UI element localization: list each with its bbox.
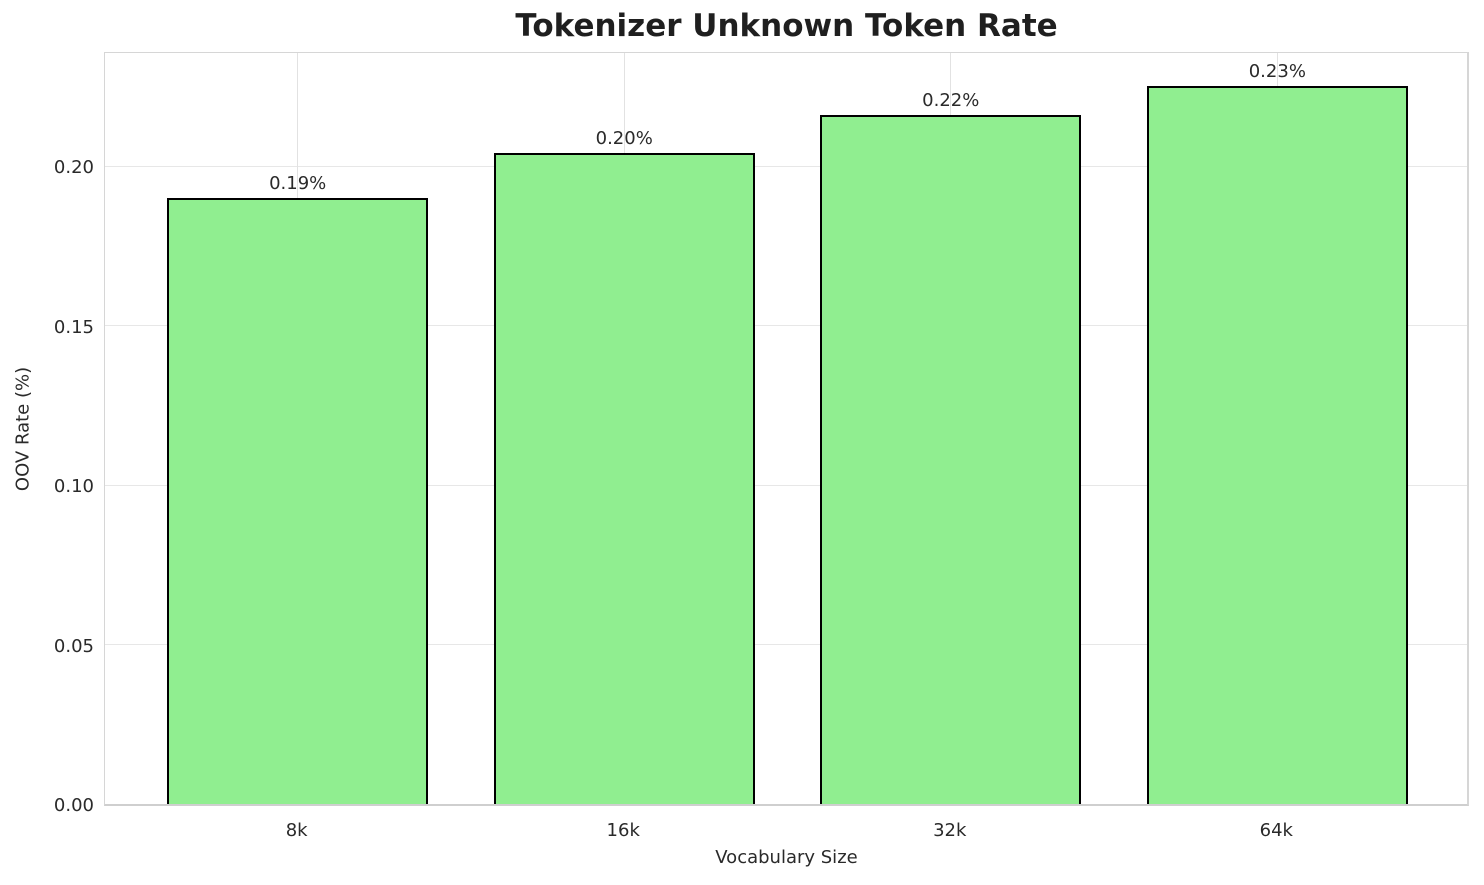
- x-tick-label: 64k: [1259, 820, 1293, 841]
- bar-value-label: 0.20%: [595, 128, 653, 150]
- bar-8k: [167, 198, 429, 804]
- y-tick-label: 0.05: [53, 635, 94, 657]
- bar-32k: [820, 115, 1082, 804]
- bar-16k: [493, 153, 755, 804]
- y-tick-label: 0.15: [53, 316, 94, 338]
- y-gridline: [105, 484, 1467, 486]
- x-tick-label: 8k: [285, 820, 308, 841]
- bar-value-label: 0.23%: [1248, 61, 1306, 83]
- x-tick-label: 16k: [606, 820, 640, 841]
- x-axis-label: Vocabulary Size: [715, 847, 858, 868]
- bar-value-label: 0.22%: [922, 90, 980, 112]
- plot-area: 0.19% 0.20% 0.22% 0.23%: [104, 52, 1469, 806]
- y-gridline: [105, 325, 1467, 327]
- y-tick-label: 0.10: [53, 476, 94, 498]
- y-axis-label: OOV Rate (%): [12, 366, 34, 492]
- bar-value-label: 0.19%: [269, 173, 327, 194]
- y-gridline: [105, 165, 1467, 167]
- bar-64k: [1146, 86, 1408, 804]
- chart-title: Tokenizer Unknown Token Rate: [515, 8, 1058, 44]
- y-tick-label: 0.20: [53, 157, 94, 179]
- y-tick-label: 0.00: [53, 795, 94, 816]
- y-gridline: [105, 644, 1467, 646]
- x-tick-label: 32k: [933, 820, 967, 841]
